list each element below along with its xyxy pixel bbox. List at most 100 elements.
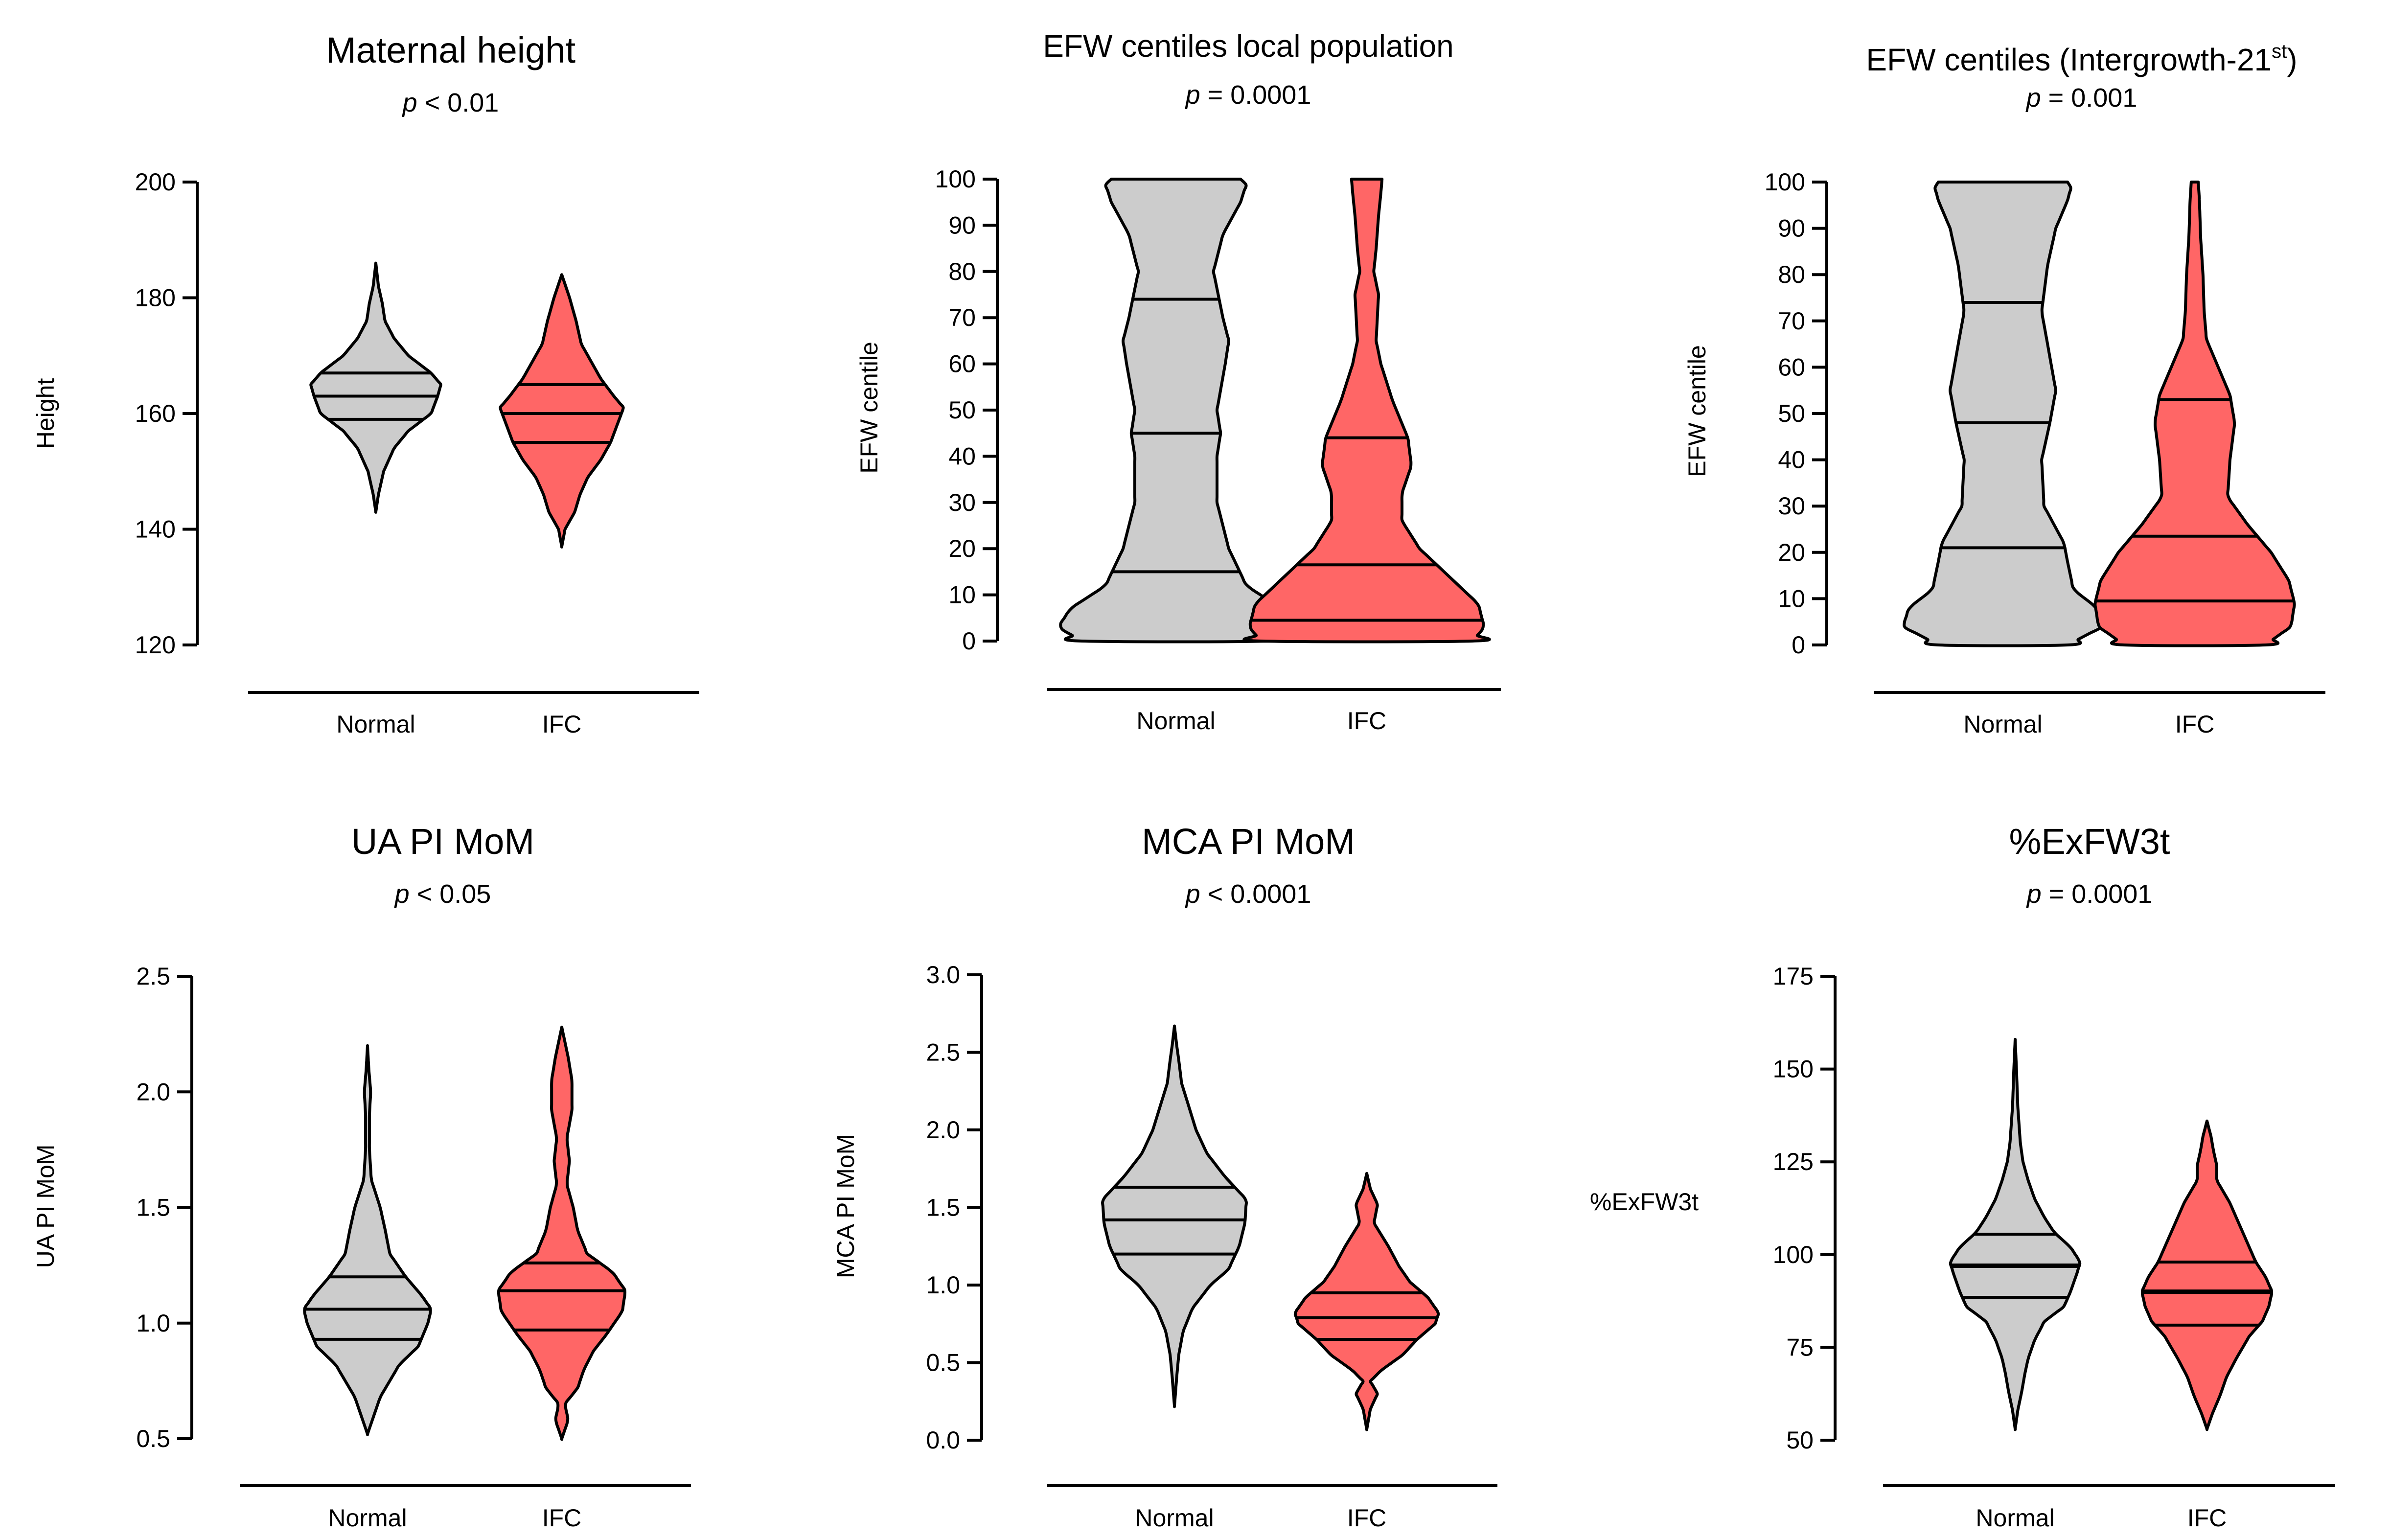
panel-1: Maternal height p < 0.01 Height 120 140 160 18… — [32, 30, 699, 738]
x-category-label: IFC — [2175, 711, 2215, 738]
y-tick-label: 0 — [962, 627, 976, 655]
violin-normal — [1903, 181, 2103, 647]
p-value-label: p = 0.0001 — [2026, 879, 2153, 909]
y-tick-label: 60 — [1778, 353, 1805, 381]
p-value-text: < 0.0001 — [1200, 879, 1311, 909]
panel-6: %ExFW3t p = 0.0001 %ExFW3t 50 75 100 125 150 175… — [1590, 821, 2335, 1532]
x-category-label: IFC — [1347, 1504, 1387, 1532]
y-tick-label: 50 — [1786, 1426, 1814, 1454]
y-tick-label: 2.0 — [136, 1078, 170, 1105]
y-tick-label: 40 — [948, 442, 976, 470]
y-tick-label: 3.0 — [926, 961, 960, 988]
y-tick-label: 0.5 — [926, 1349, 960, 1377]
y-tick-label: 100 — [1773, 1241, 1814, 1268]
y-tick-label: 2.0 — [926, 1116, 960, 1144]
p-value-text: = 0.001 — [2041, 83, 2137, 113]
y-tick-label: 10 — [948, 581, 976, 609]
y-tick-label: 80 — [1778, 261, 1805, 288]
y-tick-label: 125 — [1773, 1148, 1814, 1175]
chart-title-text: UA PI MoM — [351, 821, 534, 862]
x-category-label: IFC — [542, 711, 582, 738]
violin-ifc — [1242, 178, 1491, 644]
p-value-text: < 0.01 — [417, 88, 499, 117]
y-tick-label: 50 — [948, 396, 976, 424]
y-tick-label: 200 — [135, 168, 176, 196]
chart-title-end: ) — [2287, 42, 2297, 77]
violin-ifc — [2140, 1119, 2274, 1431]
x-category-label: IFC — [542, 1504, 582, 1532]
p-value-label: p < 0.01 — [402, 88, 499, 117]
x-category-label: Normal — [1963, 711, 2042, 738]
y-tick-label: 1.0 — [136, 1310, 170, 1337]
chart-title-text: Maternal height — [326, 30, 576, 70]
violin-normal — [1101, 1024, 1248, 1408]
chart-title-text: EFW centiles (Intergrowth-21 — [1866, 42, 2272, 77]
y-tick-label: 90 — [1778, 215, 1805, 242]
p-value-text: = 0.0001 — [1200, 80, 1311, 110]
x-category-label: Normal — [1976, 1504, 2054, 1532]
x-category-label: IFC — [2187, 1504, 2227, 1532]
y-axis-label: %ExFW3t — [1590, 1188, 1699, 1216]
x-category-label: Normal — [328, 1504, 407, 1532]
y-tick-label: 140 — [135, 516, 176, 543]
y-tick-label: 20 — [1778, 539, 1805, 566]
p-value-symbol: p — [2026, 879, 2042, 909]
violin-normal — [303, 1044, 432, 1436]
x-category-label: Normal — [1135, 1504, 1214, 1532]
chart-title: UA PI MoM — [351, 821, 534, 862]
panel-3: EFW centiles (Intergrowth-21st) p = 0.001… — [1683, 41, 2325, 738]
y-tick-label: 0 — [1792, 631, 1805, 659]
p-value-symbol: p — [394, 879, 410, 909]
y-tick-label: 80 — [948, 258, 976, 285]
p-value-symbol: p — [2025, 83, 2041, 113]
y-axis-label: UA PI MoM — [32, 1145, 59, 1268]
p-value-label: p = 0.0001 — [1185, 80, 1311, 110]
y-tick-label: 175 — [1773, 963, 1814, 990]
y-tick-label: 1.5 — [136, 1194, 170, 1221]
p-value-text: = 0.0001 — [2042, 879, 2153, 909]
y-tick-label: 70 — [1778, 307, 1805, 335]
y-tick-label: 20 — [948, 535, 976, 562]
y-tick-label: 1.0 — [926, 1271, 960, 1299]
y-axis-label: MCA PI MoM — [832, 1134, 859, 1278]
x-category-label: IFC — [1347, 707, 1387, 735]
chart-title: MCA PI MoM — [1142, 821, 1355, 862]
violin-ifc — [497, 1025, 627, 1441]
p-value-text: < 0.05 — [410, 879, 491, 909]
chart-title-superscript: st — [2272, 41, 2287, 62]
violin-normal — [309, 261, 442, 514]
y-axis-label: EFW centile — [1683, 345, 1711, 477]
chart-title-text: %ExFW3t — [2009, 821, 2170, 862]
y-axis-label: Height — [32, 378, 59, 449]
y-tick-label: 60 — [948, 350, 976, 378]
y-tick-label: 30 — [948, 489, 976, 516]
y-tick-label: 180 — [135, 284, 176, 312]
violin-ifc — [1293, 1172, 1440, 1431]
y-axis-label: EFW centile — [855, 342, 883, 474]
y-tick-label: 30 — [1778, 492, 1805, 520]
y-tick-label: 150 — [1773, 1056, 1814, 1083]
y-tick-label: 1.5 — [926, 1194, 960, 1221]
y-tick-label: 120 — [135, 631, 176, 659]
y-tick-label: 90 — [948, 211, 976, 239]
x-category-label: Normal — [1136, 707, 1215, 735]
y-tick-label: 0.0 — [926, 1426, 960, 1454]
y-tick-label: 50 — [1778, 400, 1805, 427]
violin-ifc — [499, 273, 625, 549]
panel-2: EFW centiles local population p = 0.0001 E… — [855, 28, 1501, 735]
chart-title: %ExFW3t — [2009, 821, 2170, 862]
panel-4: UA PI MoM p < 0.05 UA PI MoM 0.5 1.0 1.5 2.0 2.… — [32, 821, 691, 1532]
p-value-symbol: p — [1185, 879, 1200, 909]
y-tick-label: 100 — [935, 165, 976, 193]
chart-title-text: EFW centiles local population — [1043, 28, 1454, 64]
y-tick-label: 2.5 — [136, 963, 170, 990]
panel-5: MCA PI MoM p < 0.0001 MCA PI MoM 0.0 0.5 1.0 1… — [832, 821, 1497, 1532]
chart-title: EFW centiles local population — [1043, 28, 1454, 64]
violin-ifc — [2093, 181, 2296, 647]
y-tick-label: 2.5 — [926, 1039, 960, 1066]
violin-normal — [1059, 178, 1293, 644]
p-value-symbol: p — [402, 88, 417, 117]
y-tick-label: 0.5 — [136, 1425, 170, 1452]
